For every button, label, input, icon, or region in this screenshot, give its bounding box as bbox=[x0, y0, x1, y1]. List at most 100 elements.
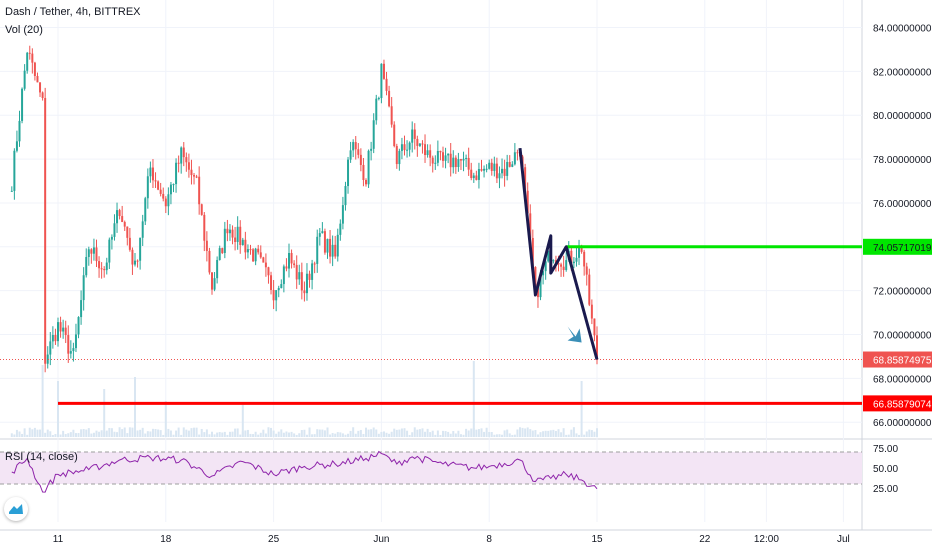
volume-bar bbox=[490, 432, 493, 437]
candle-body bbox=[285, 266, 288, 269]
volume-bar bbox=[131, 427, 134, 437]
volume-bar bbox=[277, 431, 280, 437]
rsi-tick-label: 50.00 bbox=[873, 464, 898, 475]
candle-body bbox=[205, 240, 208, 251]
candle-body bbox=[344, 186, 347, 206]
candle-body bbox=[23, 70, 26, 89]
candle-body bbox=[262, 257, 265, 263]
tradingview-logo-icon[interactable] bbox=[4, 497, 28, 521]
candle-body bbox=[172, 184, 175, 186]
volume-bar bbox=[329, 434, 332, 437]
volume-bar bbox=[187, 430, 190, 437]
candle-body bbox=[316, 236, 319, 264]
volume-bar bbox=[406, 430, 409, 437]
candle-body bbox=[26, 52, 29, 71]
volume-bar bbox=[370, 429, 373, 437]
candle-body bbox=[429, 150, 432, 158]
volume-bar bbox=[508, 433, 511, 437]
volume-bar bbox=[539, 432, 542, 437]
candle-body bbox=[467, 157, 470, 170]
candle-body bbox=[151, 167, 154, 181]
candle-body bbox=[244, 239, 247, 253]
candle-body bbox=[459, 159, 462, 161]
candle-body bbox=[413, 129, 416, 139]
volume-bar bbox=[167, 428, 170, 437]
candle-body bbox=[349, 150, 352, 160]
volume-spike bbox=[41, 365, 44, 437]
candle-body bbox=[442, 152, 444, 161]
candle-body bbox=[141, 221, 144, 238]
candle-body bbox=[182, 147, 185, 158]
candle-body bbox=[534, 266, 537, 286]
volume-bar bbox=[33, 427, 36, 437]
candle-body bbox=[403, 144, 406, 151]
resistance-price-label: 74.05717019 bbox=[873, 243, 932, 254]
price-tick-label: 72.00000000 bbox=[873, 287, 932, 298]
volume-bar bbox=[90, 433, 93, 437]
candle-body bbox=[213, 278, 216, 290]
volume-bar bbox=[459, 434, 462, 437]
candle-body bbox=[231, 229, 234, 238]
candle-body bbox=[341, 205, 344, 224]
candle-body bbox=[226, 228, 229, 234]
volume-bar bbox=[590, 430, 593, 437]
candle-body bbox=[159, 189, 162, 194]
volume-bar bbox=[380, 431, 383, 437]
volume-bar bbox=[465, 428, 468, 437]
volume-bar bbox=[49, 431, 52, 437]
candle-body bbox=[59, 322, 62, 332]
volume-bar bbox=[544, 430, 547, 437]
volume-bar bbox=[23, 428, 26, 437]
candle-body bbox=[395, 146, 398, 165]
volume-bar bbox=[98, 431, 101, 437]
candle-body bbox=[560, 264, 563, 267]
candle-body bbox=[21, 88, 24, 121]
candle-body bbox=[385, 78, 388, 91]
volume-bar bbox=[159, 430, 162, 437]
volume-bar bbox=[349, 430, 352, 437]
volume-bar bbox=[262, 429, 265, 437]
volume-bar bbox=[239, 434, 242, 437]
volume-bar bbox=[354, 433, 357, 437]
volume-bar bbox=[208, 434, 211, 437]
volume-bar bbox=[436, 430, 439, 437]
candle-body bbox=[241, 239, 244, 246]
candle-body bbox=[234, 237, 237, 242]
volume-bar bbox=[100, 430, 103, 437]
volume-bar bbox=[51, 434, 54, 437]
volume-bar bbox=[395, 429, 398, 437]
volume-spike bbox=[103, 389, 106, 437]
volume-bar bbox=[259, 432, 262, 437]
candle-body bbox=[54, 334, 57, 342]
volume-bar bbox=[236, 428, 239, 437]
volume-bars bbox=[10, 361, 598, 437]
volume-bar bbox=[536, 434, 539, 437]
volume-bar bbox=[231, 431, 234, 437]
volume-bar bbox=[80, 429, 83, 437]
candle-body bbox=[542, 271, 545, 276]
volume-bar bbox=[146, 431, 149, 437]
volume-bar bbox=[552, 429, 555, 437]
volume-bar bbox=[596, 428, 598, 437]
volume-bar bbox=[516, 429, 519, 437]
volume-bar bbox=[421, 428, 424, 437]
volume-bar bbox=[121, 429, 124, 437]
candle-body bbox=[62, 327, 65, 332]
candle-body bbox=[431, 157, 434, 164]
support-price-label: 66.85879074 bbox=[873, 399, 932, 410]
volume-bar bbox=[424, 431, 427, 437]
candle-body bbox=[336, 234, 339, 257]
volume-bar bbox=[554, 430, 557, 437]
volume-bar bbox=[270, 427, 273, 437]
volume-bar bbox=[588, 429, 591, 437]
candle-body bbox=[452, 157, 455, 168]
candle-body bbox=[190, 169, 193, 176]
candle-body bbox=[326, 238, 329, 253]
volume-bar bbox=[200, 428, 203, 437]
candle-body bbox=[318, 233, 321, 237]
support-price-label-bg bbox=[863, 395, 932, 412]
volume-bar bbox=[172, 434, 175, 437]
candle-body bbox=[67, 335, 70, 354]
candle-body bbox=[169, 184, 172, 195]
